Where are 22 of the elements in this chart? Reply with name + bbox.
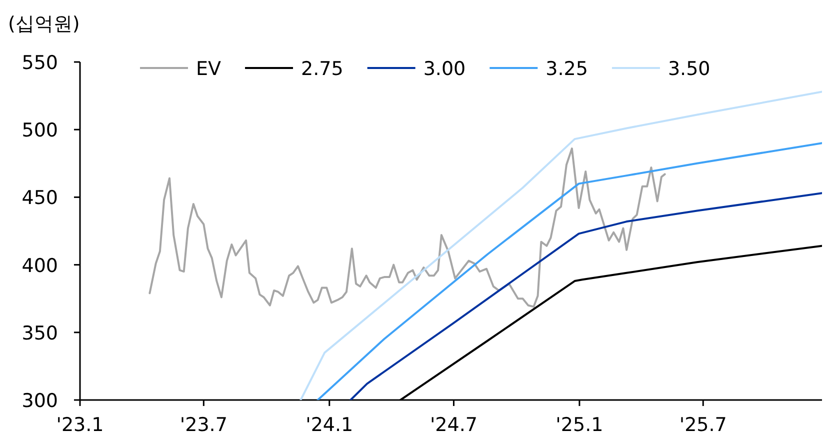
y-tick-label: 300	[22, 390, 58, 412]
y-tick-label: 400	[22, 254, 58, 277]
legend-label: 2.75	[301, 58, 344, 80]
line-series	[316, 142, 822, 400]
y-tick-label: 500	[22, 120, 58, 142]
legend-label: 3.00	[423, 58, 466, 80]
line-series	[350, 192, 822, 400]
x-tick-label: '23.1	[56, 414, 104, 436]
legend-label: 3.50	[668, 58, 710, 80]
legend-label: EV	[196, 58, 222, 80]
line-series	[300, 90, 822, 400]
y-axis-title: (십억원)	[8, 13, 80, 35]
line-series	[148, 148, 666, 308]
y-tick-label: 450	[22, 187, 58, 210]
x-tick-label: '25.7	[679, 414, 727, 436]
x-tick-label: '25.1	[556, 414, 604, 436]
x-tick-label: '24.7	[430, 414, 478, 436]
legend-label: 3.25	[546, 58, 588, 80]
x-tick-label: '24.1	[306, 414, 354, 436]
y-tick-label: 550	[22, 52, 58, 74]
y-tick-label: 350	[22, 322, 58, 344]
x-tick-label: '23.7	[180, 414, 228, 436]
